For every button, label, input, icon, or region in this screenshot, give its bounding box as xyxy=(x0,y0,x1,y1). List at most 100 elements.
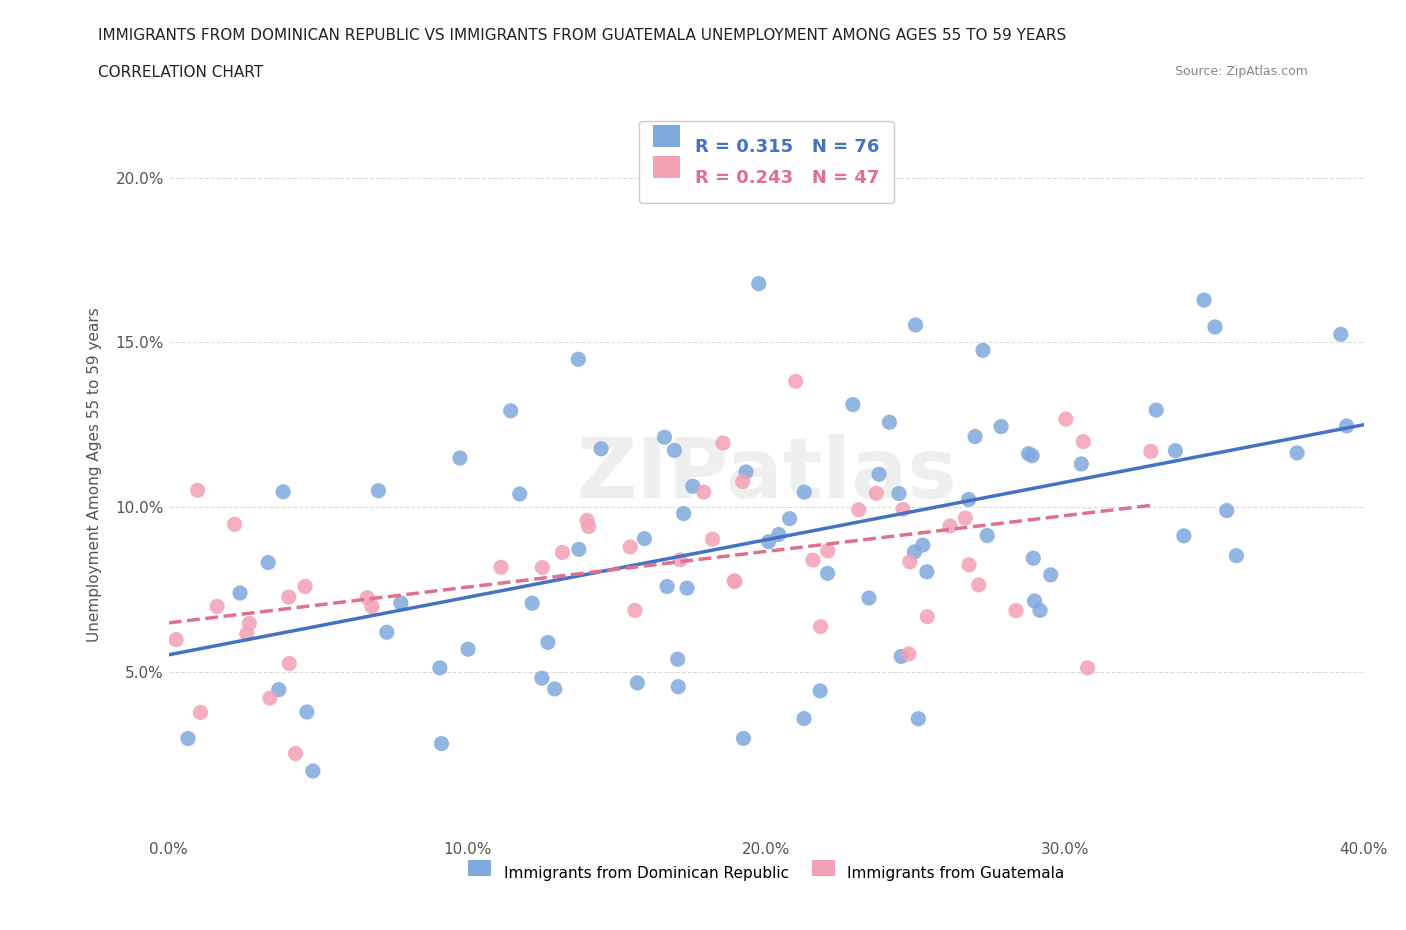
Immigrants from Dominican Republic xyxy=(302,764,325,778)
Immigrants from Guatemala xyxy=(190,705,212,720)
Immigrants from Dominican Republic xyxy=(509,486,531,501)
Immigrants from Dominican Republic xyxy=(430,737,453,751)
Immigrants from Guatemala xyxy=(848,502,870,517)
Immigrants from Guatemala xyxy=(669,552,692,567)
Immigrants from Dominican Republic xyxy=(591,442,613,457)
Immigrants from Dominican Republic xyxy=(666,679,689,694)
Immigrants from Dominican Republic xyxy=(963,429,986,444)
Immigrants from Dominican Republic xyxy=(654,430,676,445)
Immigrants from Dominican Republic xyxy=(655,579,678,594)
Immigrants from Guatemala xyxy=(785,374,807,389)
Immigrants from Guatemala xyxy=(1071,434,1094,449)
Immigrants from Guatemala xyxy=(731,474,754,489)
Immigrants from Dominican Republic xyxy=(890,649,912,664)
Immigrants from Dominican Republic xyxy=(817,566,839,581)
Immigrants from Guatemala xyxy=(277,590,299,604)
Immigrants from Dominican Republic xyxy=(626,675,648,690)
Immigrants from Dominican Republic xyxy=(1192,293,1215,308)
Immigrants from Dominican Republic xyxy=(733,731,755,746)
Immigrants from Dominican Republic xyxy=(676,580,699,595)
Immigrants from Dominican Republic xyxy=(1022,551,1045,565)
Immigrants from Guatemala xyxy=(165,632,187,647)
Immigrants from Guatemala xyxy=(361,599,384,614)
Immigrants from Dominican Republic xyxy=(779,512,801,526)
Immigrants from Guatemala xyxy=(1077,660,1099,675)
Immigrants from Dominican Republic xyxy=(793,711,815,726)
Immigrants from Dominican Republic xyxy=(748,276,770,291)
Immigrants from Guatemala xyxy=(955,511,977,525)
Text: CORRELATION CHART: CORRELATION CHART xyxy=(98,65,263,80)
Immigrants from Guatemala xyxy=(898,554,921,569)
Immigrants from Guatemala xyxy=(205,599,228,614)
Immigrants from Guatemala xyxy=(551,545,574,560)
Immigrants from Dominican Republic xyxy=(682,479,704,494)
Immigrants from Dominican Republic xyxy=(1018,446,1040,461)
Immigrants from Dominican Republic xyxy=(904,317,927,332)
Immigrants from Guatemala xyxy=(897,646,920,661)
Immigrants from Dominican Republic xyxy=(1336,418,1358,433)
Immigrants from Dominican Republic xyxy=(1024,593,1046,608)
Immigrants from Dominican Republic xyxy=(1164,444,1187,458)
Immigrants from Guatemala xyxy=(957,557,980,572)
Immigrants from Guatemala xyxy=(693,485,716,499)
Immigrants from Dominican Republic xyxy=(1070,457,1092,472)
Immigrants from Guatemala xyxy=(702,532,724,547)
Immigrants from Dominican Republic xyxy=(375,625,398,640)
Immigrants from Guatemala xyxy=(817,543,839,558)
Immigrants from Dominican Republic xyxy=(530,671,553,685)
Immigrants from Dominican Republic xyxy=(735,464,758,479)
Immigrants from Dominican Republic xyxy=(957,492,980,507)
Immigrants from Dominican Republic xyxy=(544,682,567,697)
Immigrants from Guatemala xyxy=(294,579,316,594)
Immigrants from Dominican Republic xyxy=(267,682,290,697)
Immigrants from Guatemala xyxy=(489,560,512,575)
Immigrants from Guatemala xyxy=(724,574,747,589)
Immigrants from Dominican Republic xyxy=(177,731,200,746)
Immigrants from Guatemala xyxy=(238,616,260,631)
Immigrants from Dominican Republic xyxy=(1144,403,1167,418)
Immigrants from Dominican Republic xyxy=(449,450,471,465)
Immigrants from Guatemala xyxy=(531,560,554,575)
Immigrants from Guatemala xyxy=(259,691,281,706)
Immigrants from Dominican Republic xyxy=(537,635,560,650)
Immigrants from Dominican Republic xyxy=(568,542,591,557)
Immigrants from Guatemala xyxy=(578,519,600,534)
Immigrants from Dominican Republic xyxy=(915,565,938,579)
Immigrants from Dominican Republic xyxy=(664,443,686,458)
Text: IMMIGRANTS FROM DOMINICAN REPUBLIC VS IMMIGRANTS FROM GUATEMALA UNEMPLOYMENT AMO: IMMIGRANTS FROM DOMINICAN REPUBLIC VS IM… xyxy=(98,28,1067,43)
Immigrants from Guatemala xyxy=(236,627,259,642)
Immigrants from Dominican Republic xyxy=(907,711,929,726)
Immigrants from Dominican Republic xyxy=(499,404,522,418)
Immigrants from Dominican Republic xyxy=(522,596,544,611)
Immigrants from Dominican Republic xyxy=(271,485,294,499)
Immigrants from Guatemala xyxy=(619,539,641,554)
Text: ZIPatlas: ZIPatlas xyxy=(576,433,956,515)
Immigrants from Dominican Republic xyxy=(879,415,901,430)
Immigrants from Dominican Republic xyxy=(666,652,689,667)
Immigrants from Guatemala xyxy=(356,591,378,605)
Immigrants from Dominican Republic xyxy=(429,660,451,675)
Immigrants from Dominican Republic xyxy=(1039,567,1062,582)
Immigrants from Dominican Republic xyxy=(990,419,1012,434)
Immigrants from Dominican Republic xyxy=(1204,320,1226,335)
Immigrants from Guatemala xyxy=(187,483,209,498)
Immigrants from Guatemala xyxy=(224,517,246,532)
Y-axis label: Unemployment Among Ages 55 to 59 years: Unemployment Among Ages 55 to 59 years xyxy=(87,307,101,642)
Immigrants from Dominican Republic xyxy=(567,352,589,366)
Immigrants from Dominican Republic xyxy=(842,397,865,412)
Immigrants from Dominican Republic xyxy=(1286,445,1309,460)
Immigrants from Guatemala xyxy=(917,609,939,624)
Immigrants from Guatemala xyxy=(576,513,599,528)
Immigrants from Dominican Republic xyxy=(672,506,695,521)
Immigrants from Guatemala xyxy=(278,656,301,671)
Immigrants from Dominican Republic xyxy=(1216,503,1239,518)
Immigrants from Dominican Republic xyxy=(903,544,925,559)
Immigrants from Dominican Republic xyxy=(868,467,890,482)
Immigrants from Guatemala xyxy=(624,603,647,618)
Immigrants from Dominican Republic xyxy=(972,343,994,358)
Immigrants from Dominican Republic xyxy=(257,555,280,570)
Immigrants from Guatemala xyxy=(1054,412,1077,427)
Immigrants from Guatemala xyxy=(284,746,307,761)
Immigrants from Guatemala xyxy=(939,519,962,534)
Immigrants from Dominican Republic xyxy=(758,534,780,549)
